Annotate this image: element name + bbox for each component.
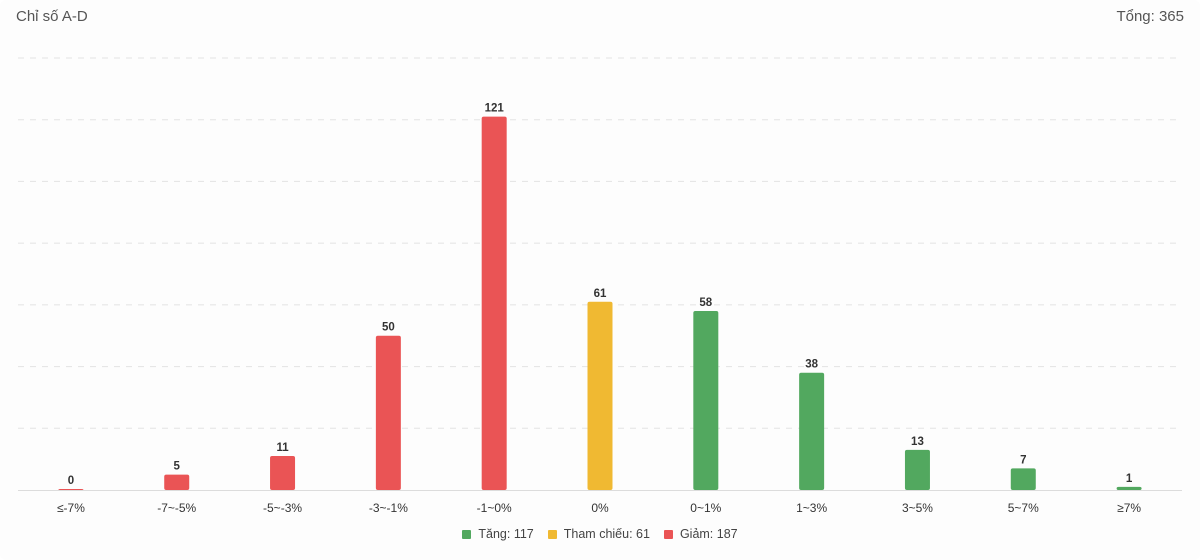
data-label: 1: [1126, 473, 1133, 485]
chart-legend: Tăng: 117 Tham chiếu: 61 Giảm: 187: [0, 527, 1200, 541]
x-tick-label: 3~5%: [902, 501, 933, 515]
bar[interactable]: [58, 489, 84, 490]
data-label: 13: [911, 436, 924, 448]
bar[interactable]: [693, 311, 719, 490]
data-label: 5: [174, 461, 181, 473]
legend-label-increase: Tăng: 117: [478, 527, 534, 541]
data-label: 38: [805, 359, 818, 371]
x-tick-label: -1~0%: [477, 501, 512, 515]
x-tick-label: 0~1%: [690, 501, 721, 515]
bar[interactable]: [375, 335, 401, 490]
bar[interactable]: [481, 116, 507, 490]
data-label: 0: [68, 475, 74, 487]
legend-swatch-increase: [462, 529, 472, 539]
data-label: 61: [594, 288, 607, 300]
data-label: 58: [699, 297, 712, 309]
bar[interactable]: [904, 449, 930, 490]
x-tick-label: ≥7%: [1117, 501, 1141, 515]
data-label: 121: [485, 103, 505, 115]
bar[interactable]: [799, 372, 825, 490]
legend-label-reference: Tham chiếu: 61: [563, 527, 650, 541]
x-tick-label: -5~-3%: [263, 501, 302, 515]
bar[interactable]: [587, 301, 613, 490]
legend-item-increase[interactable]: Tăng: 117: [462, 527, 534, 541]
data-label: 50: [382, 322, 395, 334]
x-tick-label: -7~-5%: [157, 501, 196, 515]
x-tick-label: ≤-7%: [57, 501, 85, 515]
x-tick-label: 1~3%: [796, 501, 827, 515]
bar[interactable]: [1116, 486, 1142, 490]
bar[interactable]: [164, 474, 190, 490]
total-count: Tổng: 365: [1116, 8, 1184, 25]
data-label: 11: [276, 442, 289, 454]
x-tick-label: -3~-1%: [369, 501, 408, 515]
data-label: 7: [1020, 454, 1026, 466]
x-tick-label: 5~7%: [1008, 501, 1039, 515]
legend-swatch-decrease: [663, 529, 673, 539]
chart-title: Chỉ số A-D: [16, 8, 88, 25]
legend-label-decrease: Giảm: 187: [679, 527, 738, 541]
bar[interactable]: [270, 456, 296, 490]
bar[interactable]: [1010, 468, 1036, 490]
legend-item-reference[interactable]: Tham chiếu: 61: [547, 527, 650, 541]
legend-item-decrease[interactable]: Giảm: 187: [663, 527, 738, 541]
x-tick-label: 0%: [591, 501, 609, 515]
legend-swatch-reference: [547, 529, 557, 539]
bar-chart: 0 ≤-7% 5 -7~-5% 11 -5~-3% 50 -3~-1% 121 -1~0% 61 0%…: [18, 57, 1182, 515]
